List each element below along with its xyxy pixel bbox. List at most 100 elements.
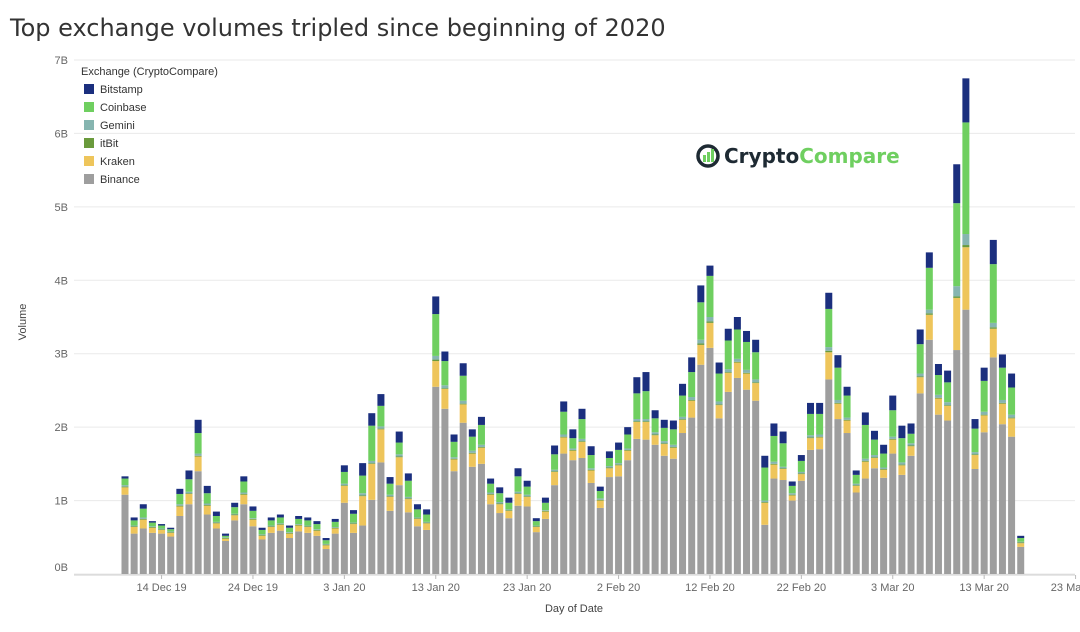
legend-label: itBit	[100, 138, 118, 150]
bar-segment-itbit	[423, 522, 431, 524]
bar-segment-gemini	[322, 543, 330, 545]
bar-segment-gemini	[505, 509, 513, 511]
y-tick-label: 3B	[55, 349, 68, 361]
bar-stack	[907, 423, 915, 574]
bar-segment-kraken	[916, 377, 924, 394]
bar-segment-gemini	[724, 369, 732, 373]
bar-segment-binance	[121, 494, 129, 574]
bar-segment-bitstamp	[158, 524, 166, 526]
bar-segment-bitstamp	[313, 521, 321, 525]
bar-segment-kraken	[907, 446, 915, 456]
bar-segment-coinbase	[578, 419, 586, 439]
bar-stack	[249, 506, 257, 574]
y-tick-label: 2B	[55, 422, 68, 434]
bar-segment-coinbase	[450, 441, 458, 458]
bar-segment-binance	[203, 514, 211, 574]
bar-segment-binance	[222, 540, 230, 574]
bar-stack	[276, 514, 284, 574]
bar-segment-gemini	[340, 483, 348, 486]
bar-segment-kraken	[651, 435, 659, 445]
bar-segment-kraken	[322, 545, 330, 550]
bar-segment-coinbase	[231, 507, 239, 514]
bar-segment-kraken	[816, 437, 824, 450]
bar-segment-bitstamp	[971, 419, 979, 429]
bar-stack	[724, 328, 732, 574]
bar-segment-gemini	[596, 498, 604, 500]
bar-segment-coinbase	[916, 344, 924, 374]
bar-segment-coinbase	[807, 413, 814, 436]
bar-segment-coinbase	[944, 382, 952, 403]
bar-segment-binance	[450, 471, 458, 574]
bar-segment-bitstamp	[1017, 535, 1025, 539]
bar-segment-coinbase	[551, 454, 559, 470]
bar-segment-bitstamp	[578, 408, 586, 420]
bar-segment-coinbase	[368, 425, 376, 461]
bar-segment-coinbase	[907, 433, 915, 444]
bar-segment-kraken	[368, 463, 376, 500]
cryptocompare-logo: CryptoCompare	[696, 144, 900, 168]
bar-segment-kraken	[158, 529, 166, 534]
bar-segment-coinbase	[971, 428, 979, 453]
bar-segment-gemini	[395, 454, 403, 457]
bar-segment-kraken	[752, 383, 760, 401]
bar-segment-binance	[377, 462, 385, 574]
bar-segment-coinbase	[267, 520, 275, 526]
legend-title: Exchange (CryptoCompare)	[81, 66, 218, 78]
bar-stack	[331, 518, 339, 574]
bar-segment-bitstamp	[788, 481, 796, 486]
legend-swatch	[84, 102, 94, 112]
bar-segment-gemini	[697, 339, 705, 344]
bar-segment-kraken	[980, 415, 988, 433]
x-tick-label: 23 Jan 20	[503, 582, 551, 594]
bar-segment-binance	[395, 485, 403, 574]
bar-segment-kraken	[130, 527, 138, 534]
bar-segment-itbit	[743, 372, 751, 374]
bar-segment-itbit	[1017, 542, 1025, 544]
legend-swatch	[84, 120, 94, 130]
bar-segment-coinbase	[386, 483, 394, 495]
bar-segment-itbit	[505, 510, 513, 511]
bar-stack	[560, 401, 568, 574]
bar-stack	[267, 517, 275, 574]
bar-segment-coinbase	[359, 475, 367, 494]
bar-stack	[788, 481, 796, 574]
bar-segment-itbit	[276, 524, 284, 525]
bar-segment-coinbase	[587, 455, 595, 469]
legend-swatch	[84, 174, 94, 184]
bar-segment-coinbase	[377, 405, 385, 427]
bar-segment-bitstamp	[615, 442, 623, 450]
bar-segment-bitstamp	[139, 504, 147, 509]
bar-segment-bitstamp	[642, 372, 650, 392]
bar-segment-coinbase	[605, 457, 613, 467]
bar-stack	[861, 412, 869, 574]
bar-segment-binance	[788, 500, 796, 574]
bar-stack	[523, 480, 531, 574]
bar-segment-itbit	[194, 455, 202, 457]
bar-stack	[231, 502, 239, 574]
bar-segment-binance	[459, 422, 467, 574]
bar-segment-coinbase	[852, 474, 860, 484]
bar-segment-gemini	[669, 444, 677, 447]
bar-segment-itbit	[560, 436, 568, 438]
bar-segment-binance	[1008, 436, 1016, 574]
bar-segment-bitstamp	[724, 328, 732, 341]
bar-segment-bitstamp	[532, 518, 540, 522]
bar-segment-kraken	[267, 527, 275, 533]
bar-segment-binance	[642, 439, 650, 574]
bar-segment-kraken	[541, 511, 549, 519]
bar-segment-binance	[770, 478, 778, 574]
bar-segment-coinbase	[843, 395, 851, 418]
bar-segment-gemini	[441, 385, 449, 389]
bar-segment-coinbase	[240, 481, 248, 493]
bar-stack	[980, 367, 988, 574]
bar-segment-gemini	[276, 523, 284, 525]
bar-segment-binance	[679, 433, 687, 574]
bar-segment-binance	[870, 468, 878, 574]
bar-stack	[807, 402, 814, 574]
bar-segment-kraken	[121, 487, 129, 495]
bar-segment-gemini	[350, 522, 357, 524]
bar-segment-binance	[944, 420, 952, 574]
bar-segment-itbit	[605, 467, 613, 469]
bar-segment-gemini	[852, 483, 860, 486]
bar-segment-gemini	[212, 521, 220, 523]
